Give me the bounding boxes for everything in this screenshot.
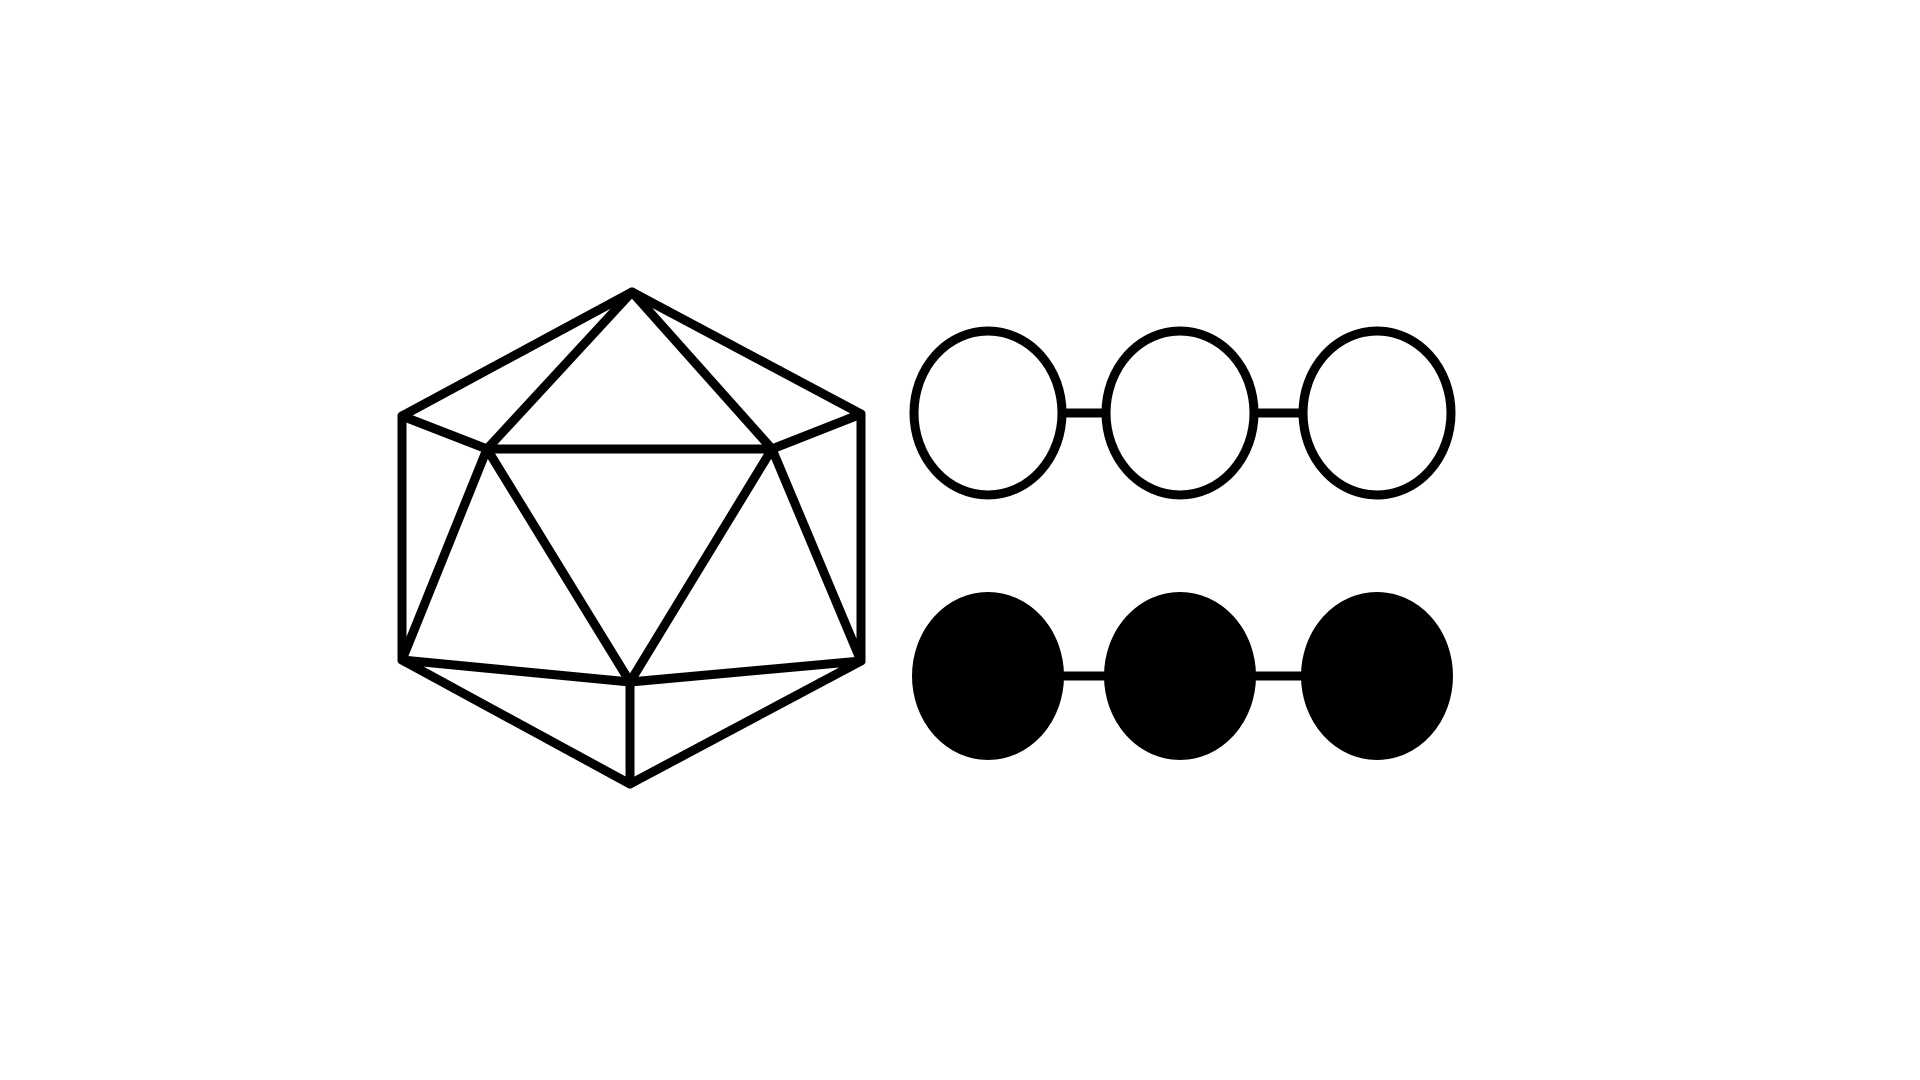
icosahedron-edge (627, 287, 777, 454)
hollow-bead (909, 326, 1067, 500)
solid-bead (1104, 592, 1256, 760)
icosahedron-edge (397, 411, 492, 454)
icosahedron-edge (397, 655, 635, 687)
icosahedron-edge (397, 444, 492, 665)
icosahedron-edge (482, 287, 637, 454)
solid-bead-chain (912, 592, 1453, 760)
icosahedron-edge (625, 656, 866, 687)
solid-bead (912, 592, 1064, 760)
hollow-bead (1101, 326, 1259, 500)
icosahedron-icon (397, 287, 866, 789)
icosahedron-inner-triangle (482, 444, 777, 687)
solid-bead (1301, 592, 1453, 760)
hollow-bead (1298, 326, 1456, 500)
hollow-bead-chain (909, 326, 1456, 500)
icosahedron-edge (767, 409, 866, 454)
icosahedron-edge (767, 444, 866, 666)
